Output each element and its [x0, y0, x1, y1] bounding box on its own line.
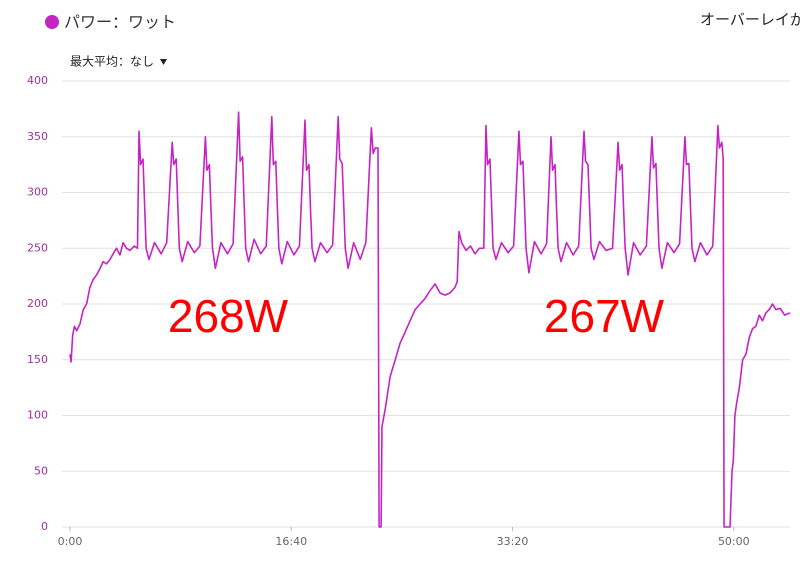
max-average-dropdown[interactable]: 最大平均：なし	[70, 55, 167, 69]
y-tick-label: 250	[27, 241, 48, 254]
annotation: 268W	[168, 290, 289, 342]
dropdown-label[interactable]: 最大平均：なし	[70, 55, 154, 69]
x-tick-label: 50:00	[718, 535, 750, 548]
overlay-button[interactable]: オーバーレイが	[700, 11, 800, 29]
legend-marker	[45, 15, 59, 29]
y-tick-label: 100	[27, 409, 48, 422]
x-tick-label: 16:40	[275, 535, 307, 548]
y-tick-label: 400	[27, 74, 48, 87]
y-tick-label: 350	[27, 130, 48, 143]
y-tick-label: 200	[27, 297, 48, 310]
legend-label: パワー：ワット	[64, 13, 176, 32]
y-tick-label: 150	[27, 353, 48, 366]
annotation: 267W	[544, 290, 665, 342]
y-tick-label: 50	[34, 464, 48, 477]
x-tick-label: 33:20	[497, 535, 529, 548]
y-tick-label: 0	[41, 520, 48, 533]
power-line	[69, 111, 791, 528]
dropdown-arrow[interactable]	[160, 59, 167, 65]
x-tick-label: 0:00	[58, 535, 83, 548]
y-tick-label: 300	[27, 186, 48, 199]
